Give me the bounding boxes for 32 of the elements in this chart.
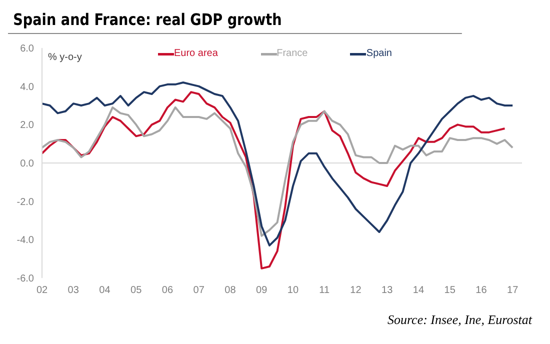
chart-title: Spain and France: real GDP growth: [8, 8, 462, 34]
x-tick-label: 15: [444, 285, 456, 296]
legend-label: Euro area: [173, 48, 218, 59]
source-note: Source: Insee, Ine, Eurostat: [386, 312, 534, 328]
x-tick-label: 16: [476, 285, 488, 296]
line-series: [42, 91, 506, 270]
x-tick-label: 09: [256, 285, 268, 296]
x-tick-label: 13: [382, 285, 394, 296]
x-tick-label: 07: [193, 285, 205, 296]
y-tick-label: -4.0: [16, 235, 34, 246]
y-tick-label: 0.0: [20, 158, 34, 170]
legend-label: Spain: [365, 48, 392, 59]
x-tick-label: 02: [36, 285, 48, 296]
x-tick-label: 10: [287, 285, 299, 296]
y-tick-label: 6.0: [20, 44, 34, 55]
y-tick-label: 2.0: [20, 120, 34, 132]
x-tick-label: 11: [319, 285, 330, 296]
y-tick-label: 4.0: [20, 82, 34, 93]
legend-label: France: [276, 48, 308, 59]
y-axis-title: % y-o-y: [48, 52, 82, 63]
y-tick-label: -2.0: [16, 196, 34, 208]
x-tick-label: 12: [350, 285, 362, 296]
x-tick-label: 08: [224, 285, 236, 296]
x-tick-label: 03: [68, 285, 80, 296]
x-tick-label: 06: [162, 285, 174, 296]
x-tick-label: 14: [412, 285, 424, 296]
line-series: [42, 106, 514, 237]
line-series: [42, 82, 514, 246]
x-tick-label: 05: [130, 285, 142, 296]
y-tick-label: -6.0: [16, 274, 34, 285]
x-tick-label: 04: [99, 285, 111, 296]
x-tick-label: 17: [507, 285, 519, 296]
